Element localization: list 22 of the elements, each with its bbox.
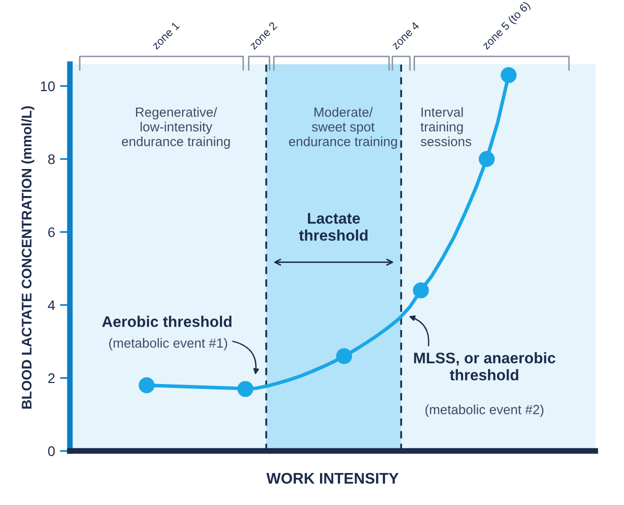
y-tick-label: 10 [40, 81, 55, 92]
annotation: Interval training sessions [420, 107, 472, 146]
point [478, 151, 495, 167]
y-axis-title: BLOOD LACTATE CONCENTRATION (mmol/L) [21, 106, 34, 409]
y-tick-label: 8 [48, 154, 55, 164]
point [237, 380, 254, 397]
annotation: Regenerative/ low-intensity endurance training [122, 107, 230, 149]
annotation: Aerobic threshold [102, 316, 232, 328]
annotation: Moderate/ sweet spot endurance training [289, 107, 397, 149]
annotation: (metabolic event #2) [425, 404, 544, 417]
y-tick-label: 2 [48, 373, 55, 384]
x-axis-title: WORK INTENSITY [266, 472, 399, 484]
y-tick-label: 6 [48, 227, 55, 238]
y-tick-label: 4 [48, 300, 55, 310]
annotation: Lactate threshold [299, 213, 368, 241]
y-tick-label: 0 [48, 446, 55, 456]
point [500, 67, 517, 84]
point [336, 348, 352, 364]
annotation: (metabolic event #1) [109, 338, 228, 350]
annotation: MLSS, or anaerobic threshold [414, 352, 556, 380]
point [412, 282, 429, 298]
point [138, 377, 155, 394]
